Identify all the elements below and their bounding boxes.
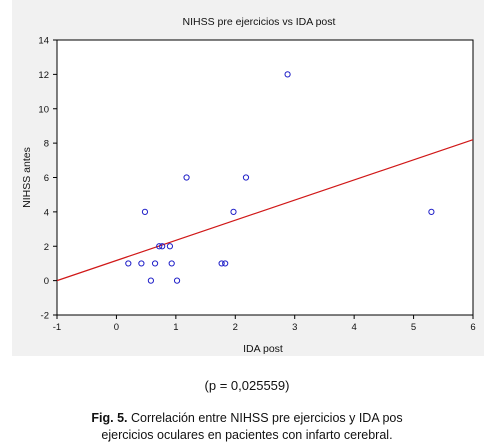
data-point bbox=[242, 174, 250, 181]
caption-label: Fig. 5. bbox=[91, 411, 128, 425]
data-point bbox=[284, 71, 291, 78]
data-point bbox=[230, 208, 237, 215]
data-point bbox=[138, 260, 145, 267]
data-point bbox=[166, 243, 174, 250]
data-point bbox=[159, 243, 166, 250]
caption-line1: Correlación entre NIHSS pre ejercicios y… bbox=[127, 411, 403, 425]
x-tick-label: 4 bbox=[351, 322, 356, 333]
data-point bbox=[222, 260, 229, 267]
p-value-text: (p = 0,025559) bbox=[204, 378, 290, 393]
y-tick-label: 14 bbox=[38, 36, 49, 47]
x-tick-label: 0 bbox=[114, 322, 119, 333]
data-point bbox=[147, 277, 154, 284]
y-tick-label: 4 bbox=[44, 207, 49, 218]
y-tick-label: 8 bbox=[44, 139, 49, 150]
chart-title: NIHSS pre ejercicios vs IDA post bbox=[183, 16, 336, 28]
data-point bbox=[125, 260, 132, 267]
figure: NIHSS pre ejercicios vs IDA post -1 0 1 2 3 4 5… bbox=[12, 0, 484, 356]
data-point bbox=[428, 208, 435, 215]
regression-line bbox=[56, 139, 474, 282]
y-axis-label: NIHSS antes bbox=[21, 147, 33, 208]
y-tick-label: -2 bbox=[41, 311, 49, 322]
y-tick-label: 10 bbox=[38, 104, 49, 115]
y-tick-label: 12 bbox=[38, 70, 49, 81]
y-tick-label: 2 bbox=[44, 242, 49, 253]
data-point bbox=[151, 260, 159, 267]
x-axis-label: IDA post bbox=[243, 343, 283, 355]
data-point bbox=[168, 260, 175, 267]
x-tick-label: 3 bbox=[292, 322, 297, 333]
y-tick-label: 6 bbox=[44, 173, 49, 184]
data-point bbox=[183, 174, 190, 181]
x-tick-label: 2 bbox=[233, 322, 238, 333]
data-point bbox=[218, 260, 225, 267]
plot-area bbox=[56, 39, 474, 316]
figure-caption: Fig. 5. Correlación entre NIHSS pre ejer… bbox=[0, 410, 494, 444]
x-tick-label: -1 bbox=[53, 322, 61, 333]
x-tick-label: 6 bbox=[470, 322, 475, 333]
data-point bbox=[141, 208, 149, 215]
y-tick-label: 0 bbox=[44, 276, 49, 287]
data-point bbox=[156, 243, 163, 250]
x-tick-label: 5 bbox=[411, 322, 416, 333]
x-tick-label: 1 bbox=[173, 322, 178, 333]
scatter-chart: NIHSS pre ejercicios vs IDA post-1 0 1 2 3 4 5… bbox=[21, 16, 476, 355]
data-point bbox=[173, 277, 181, 284]
caption-line2: ejercicios oculares en pacientes con inf… bbox=[101, 428, 393, 442]
